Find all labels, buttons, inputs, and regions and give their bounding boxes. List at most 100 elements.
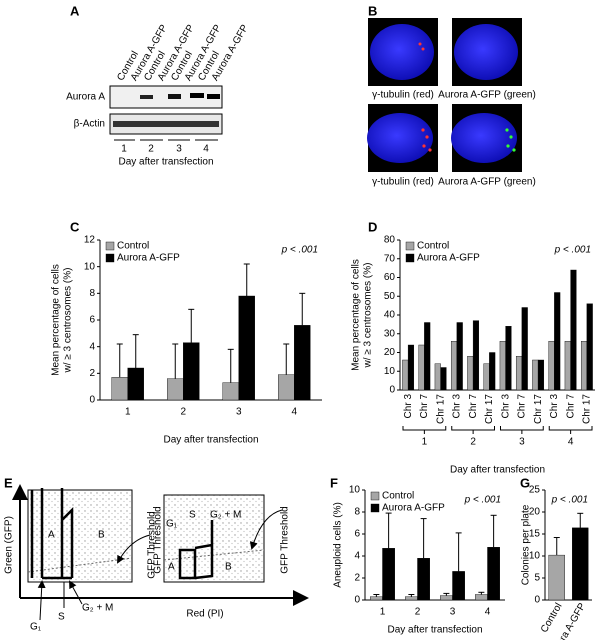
y-tick-label: 12 xyxy=(84,235,96,246)
caption: Aurora A-GFP (green) xyxy=(438,90,536,101)
region-label: A xyxy=(168,562,175,573)
legend-label: Aurora A-GFP xyxy=(417,253,480,264)
y-axis-label: Aneuploid cells (%) xyxy=(333,502,344,588)
bar xyxy=(505,326,512,391)
y-tick-label: 10 xyxy=(529,551,541,562)
y-tick-label: 0 xyxy=(534,595,540,606)
y-tick-label: 4 xyxy=(354,551,360,562)
bar xyxy=(167,378,184,401)
x-tick-label: Chr 17 xyxy=(533,394,544,424)
group-bracket xyxy=(402,426,447,434)
gate-label: S xyxy=(189,510,196,521)
gate-label: G₁ xyxy=(166,519,178,530)
bar xyxy=(127,367,144,401)
bar xyxy=(570,269,577,391)
bar xyxy=(483,363,490,391)
y-tick-label: 0 xyxy=(354,595,360,606)
bar xyxy=(440,367,447,391)
annotation: p < .001 xyxy=(281,245,318,256)
group-bracket xyxy=(500,426,544,434)
bar xyxy=(294,325,311,401)
x-axis-label: Day after transfection xyxy=(387,625,482,636)
x-tick-label: Chr 3 xyxy=(403,394,414,419)
bar xyxy=(580,341,588,391)
micrographs: γ-tubulin (red) Aurora A-GFP (green) γ-t… xyxy=(367,18,536,188)
bar xyxy=(467,356,474,391)
day-label: 4 xyxy=(203,144,209,155)
bar xyxy=(424,322,431,391)
panel-label: C xyxy=(70,219,80,234)
y-axis-label: Green (GFP) xyxy=(4,516,15,574)
flow-cytometry: Green (GFP) Red (PI) A B G₁ S G₂ + M GFP… xyxy=(4,484,309,633)
bar xyxy=(548,554,565,601)
bar xyxy=(489,352,496,391)
bar xyxy=(572,527,589,601)
gate-label: G₁ xyxy=(30,622,42,633)
gate-label: G₂ + M xyxy=(82,603,113,614)
legend-swatch xyxy=(370,503,380,513)
bar xyxy=(238,295,255,401)
y-tick-label: 2 xyxy=(89,368,95,379)
bar xyxy=(487,547,500,601)
region-label: B xyxy=(225,562,232,573)
band xyxy=(207,94,220,99)
legend-label: Control xyxy=(117,241,149,252)
blot-strip xyxy=(109,85,223,109)
y-tick-label: 50 xyxy=(384,291,396,302)
x-tick-label: Chr 3 xyxy=(452,394,463,419)
y-tick-label: 4 xyxy=(89,341,95,352)
y-tick-label: 5 xyxy=(534,573,540,584)
day-label: 2 xyxy=(148,144,154,155)
caption: Aurora A-GFP (green) xyxy=(438,177,536,188)
bar xyxy=(564,341,571,391)
legend-swatch xyxy=(405,241,415,251)
bar xyxy=(521,307,528,391)
y-tick-label: 60 xyxy=(384,272,396,283)
group-label: 1 xyxy=(422,437,428,448)
gate-label: G₂ + M xyxy=(210,510,241,521)
bar xyxy=(499,341,506,391)
x-axis-label: Day after transfection xyxy=(450,465,545,476)
bar xyxy=(456,322,463,391)
x-tick-label: Chr 17 xyxy=(435,394,446,424)
panel-label: D xyxy=(368,219,377,234)
y-axis-label: Mean percentage of cells xyxy=(351,259,362,371)
x-tick-label: Chr 7 xyxy=(517,394,528,419)
row-label: Aurora A xyxy=(66,92,105,103)
group-bracket xyxy=(451,426,495,434)
legend-swatch xyxy=(105,253,115,263)
legend-label: Aurora A-GFP xyxy=(382,503,445,514)
x-tick-label: 3 xyxy=(450,607,456,618)
bar xyxy=(418,344,425,391)
panel-label: B xyxy=(368,3,377,18)
y-tick-label: 20 xyxy=(529,507,541,518)
y-tick-label: 10 xyxy=(84,261,96,272)
panel-label: G xyxy=(520,475,530,490)
caption: γ-tubulin (red) xyxy=(372,90,434,101)
western-blot: Aurora A β-Actin 1 2 3 4 Day after trans… xyxy=(66,85,223,168)
group-label: 3 xyxy=(519,437,525,448)
y-tick-label: 2 xyxy=(354,573,360,584)
y-tick-label: 6 xyxy=(89,315,95,326)
x-tick-label: Chr 17 xyxy=(484,394,495,424)
panel-label: A xyxy=(70,3,80,18)
bar xyxy=(417,558,430,601)
y-tick-label: 20 xyxy=(384,347,396,358)
legend-label: Control xyxy=(417,241,449,252)
gate-label: S xyxy=(58,612,65,623)
bar xyxy=(434,363,441,391)
y-axis-label: Mean percentage of cells xyxy=(51,264,62,376)
bar xyxy=(222,382,239,401)
y-tick-label: 10 xyxy=(349,485,361,496)
x-tick-label: 1 xyxy=(125,407,131,418)
bar xyxy=(407,344,415,391)
x-tick-label: 4 xyxy=(291,407,297,418)
bar xyxy=(472,320,480,391)
band xyxy=(190,93,204,98)
bar xyxy=(111,377,128,401)
x-axis-label: Day after transfection xyxy=(118,157,213,168)
x-tick-label: 2 xyxy=(415,607,421,618)
x-axis-label: Day after transfection xyxy=(163,435,258,446)
x-tick-label: Chr 3 xyxy=(549,394,560,419)
